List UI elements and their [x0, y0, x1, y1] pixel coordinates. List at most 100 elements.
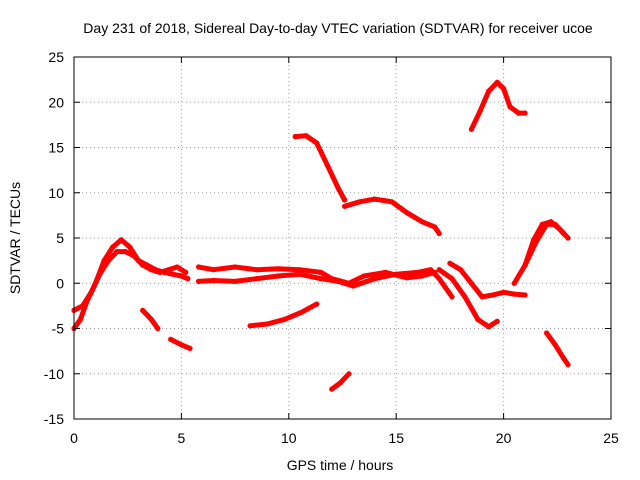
x-axis-label: GPS time / hours [287, 457, 394, 473]
data-point [324, 163, 331, 169]
data-point [275, 266, 281, 272]
data-point [447, 260, 453, 266]
series-group [71, 79, 571, 392]
data-point [552, 221, 558, 227]
data-point [318, 269, 324, 275]
data-point [486, 324, 492, 330]
data-point [183, 269, 189, 275]
data-point [458, 267, 464, 273]
data-point [507, 104, 513, 110]
data-point [123, 249, 129, 255]
data-point [486, 88, 492, 94]
data-point [329, 276, 335, 282]
data-point [155, 325, 161, 332]
data-point [561, 230, 567, 237]
data-point [196, 278, 202, 284]
y-tick-label: 5 [56, 230, 64, 246]
data-point [148, 267, 154, 273]
data-point [329, 386, 335, 392]
y-tick-label: -5 [52, 321, 65, 337]
data-point [292, 134, 298, 140]
y-tick-label: -15 [44, 411, 64, 427]
data-point [443, 285, 449, 291]
data-point [337, 380, 343, 386]
x-tick-label: 15 [388, 430, 404, 446]
data-point [314, 301, 320, 307]
data-point [196, 264, 202, 270]
data-point [185, 276, 191, 282]
data-point [522, 262, 528, 268]
data-point [118, 237, 124, 243]
data-point [342, 197, 348, 203]
data-point [211, 277, 217, 284]
data-point [346, 371, 352, 377]
data-point [105, 258, 111, 264]
series-line-arc-6 [196, 264, 438, 286]
data-point [281, 316, 288, 322]
chart-title: Day 231 of 2018, Sidereal Day-to-day VTE… [83, 20, 593, 36]
data-point [436, 230, 442, 237]
data-point [299, 309, 305, 315]
data-point [533, 239, 539, 246]
data-point [565, 235, 571, 241]
x-tick-label: 5 [178, 430, 186, 446]
data-point [361, 273, 367, 279]
data-point [404, 275, 410, 281]
data-point [335, 185, 341, 191]
data-point [357, 199, 363, 205]
data-point [211, 267, 217, 273]
data-point [432, 224, 438, 230]
data-point [254, 276, 260, 282]
data-point [372, 276, 378, 282]
data-point [479, 294, 485, 300]
data-point [516, 110, 522, 116]
y-tick-label: -10 [44, 366, 64, 382]
data-point [140, 307, 146, 313]
data-point [232, 278, 238, 284]
x-tick-label: 0 [70, 430, 78, 446]
data-point [114, 249, 120, 255]
data-point [419, 219, 425, 225]
x-tick-label: 25 [603, 430, 619, 446]
data-point [552, 342, 558, 348]
data-point [254, 267, 260, 273]
data-point [436, 267, 442, 273]
data-point [174, 264, 180, 270]
data-point [178, 342, 184, 348]
data-point [475, 316, 481, 322]
x-tick-label: 20 [496, 430, 512, 446]
data-point [449, 276, 455, 282]
data-point [247, 323, 253, 329]
data-point [511, 291, 517, 297]
data-point [303, 133, 309, 139]
data-point [157, 269, 163, 275]
series-line-arc-16 [544, 330, 571, 368]
data-point [544, 221, 550, 227]
data-point [432, 269, 438, 275]
data-point [350, 283, 356, 289]
data-point [565, 362, 571, 368]
data-point [127, 244, 133, 250]
data-point [110, 244, 116, 250]
data-point [468, 126, 474, 132]
data-point [342, 203, 348, 209]
data-point [131, 253, 137, 259]
data-point [419, 273, 425, 279]
data-point [462, 294, 468, 300]
ticks: 0 5 10 15 20 25 -15 -10 -5 0 5 10 15 20 25 [44, 49, 619, 446]
data-point [382, 269, 389, 275]
data-point [468, 280, 474, 286]
y-tick-label: 10 [48, 185, 64, 201]
data-point [501, 86, 507, 92]
data-point [187, 345, 193, 351]
data-point [501, 289, 507, 295]
data-point [97, 271, 103, 277]
data-point [232, 264, 238, 270]
data-point [494, 318, 500, 324]
data-point [314, 140, 320, 146]
data-point [544, 330, 550, 336]
data-point [168, 336, 174, 342]
data-point [165, 267, 172, 273]
y-tick-label: 15 [48, 140, 64, 156]
